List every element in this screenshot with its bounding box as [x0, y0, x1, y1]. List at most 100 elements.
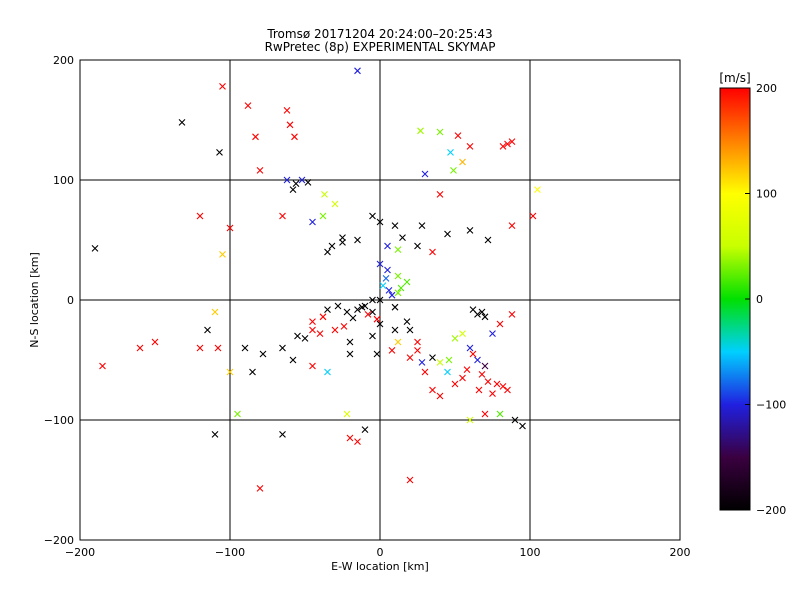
data-point-cross: [466, 344, 474, 352]
data-point-cross: [279, 212, 286, 220]
y-tick-label: 200: [53, 54, 74, 67]
data-point-cross: [219, 251, 226, 258]
data-point-cross: [451, 335, 459, 342]
data-point-cross: [444, 230, 451, 238]
data-point-cross: [340, 323, 348, 330]
data-point-cross: [508, 311, 516, 318]
data-point-cross: [364, 311, 372, 318]
data-point-cross: [504, 140, 511, 148]
data-point-cross: [451, 380, 459, 388]
data-point-cross: [369, 296, 376, 304]
data-point-cross: [289, 186, 297, 193]
data-point-cross: [469, 306, 477, 313]
data-point-cross: [324, 248, 331, 256]
data-point-cross: [475, 386, 483, 394]
data-point-cross: [499, 143, 507, 150]
data-point-cross: [493, 380, 501, 388]
x-tick-label: 100: [520, 546, 541, 559]
y-tick-label: 0: [67, 294, 74, 307]
data-point-cross: [343, 308, 351, 316]
data-point-cross: [459, 330, 466, 337]
data-point-cross: [91, 245, 99, 252]
data-point-cross: [403, 318, 411, 325]
data-point-cross: [309, 318, 316, 325]
data-point-cross: [504, 386, 511, 394]
y-tick-label: −100: [44, 414, 74, 427]
data-point-cross: [346, 350, 354, 358]
data-point-cross: [226, 368, 234, 376]
data-point-cross: [418, 222, 426, 229]
data-point-cross: [508, 138, 516, 145]
data-point-cross: [226, 224, 234, 232]
data-point-cross: [319, 313, 327, 321]
data-point-cross: [331, 200, 339, 208]
data-point-cross: [178, 119, 186, 126]
data-point-cross: [414, 347, 421, 354]
data-point-cross: [414, 242, 421, 250]
data-point-cross: [444, 368, 451, 376]
data-point-cross: [406, 326, 414, 334]
data-point-cross: [249, 368, 256, 376]
data-point-cross: [481, 410, 489, 418]
data-point-cross: [436, 392, 444, 400]
data-point-cross: [328, 242, 336, 250]
data-point-cross: [394, 246, 402, 253]
data-point-cross: [529, 212, 537, 220]
data-point-cross: [136, 344, 144, 352]
data-point-cross: [519, 422, 526, 430]
data-point-cross: [358, 303, 366, 311]
data-point-cross: [394, 272, 402, 280]
data-point-cross: [376, 260, 384, 268]
data-point-cross: [385, 287, 393, 294]
chart-title: Tromsø 20171204 20:24:00–20:25:43: [266, 27, 492, 41]
data-point-cross: [394, 289, 402, 297]
data-point-cross: [291, 133, 298, 141]
data-point-cross: [478, 308, 486, 316]
y-axis-ticks: −200 −100 0 100 200: [44, 54, 74, 547]
data-point-cross: [382, 275, 390, 282]
data-point-cross: [388, 347, 396, 354]
data-point-cross: [429, 248, 436, 256]
data-point-cross: [256, 167, 264, 174]
data-point-cross: [339, 234, 346, 241]
data-point-cross: [466, 143, 474, 150]
data-point-cross: [481, 362, 489, 370]
data-point-cross: [399, 234, 406, 241]
data-point-cross: [346, 338, 354, 346]
x-tick-label: −200: [65, 546, 95, 559]
colorbar-tick-label: 100: [756, 188, 777, 201]
data-point-cross: [334, 302, 342, 310]
data-point-cross: [211, 431, 219, 438]
data-point-cross: [319, 212, 327, 220]
x-axis-label: E-W location [km]: [331, 560, 429, 573]
data-point-cross: [508, 222, 516, 229]
data-point-cross: [429, 354, 436, 361]
data-point-cross: [484, 378, 492, 385]
data-point-cross: [421, 368, 429, 376]
colorbar-tick-label: −100: [756, 399, 786, 412]
data-point-cross: [376, 320, 384, 328]
colorbar-label: [m/s]: [719, 71, 750, 85]
y-tick-label: −200: [44, 534, 74, 547]
data-point-cross: [463, 366, 471, 373]
data-point-cross: [447, 149, 454, 156]
data-point-cross: [339, 239, 346, 246]
data-point-cross: [429, 386, 436, 394]
data-point-cross: [252, 133, 259, 141]
data-point-cross: [309, 326, 316, 334]
data-point-cross: [436, 359, 444, 366]
data-point-cross: [283, 107, 291, 114]
data-point-cross: [534, 186, 541, 193]
data-point-cross: [459, 158, 466, 166]
data-point-cross: [499, 383, 507, 390]
data-point-cross: [376, 296, 384, 304]
data-point-cross: [346, 434, 354, 442]
data-point-cross: [391, 222, 399, 229]
data-point-cross: [241, 344, 249, 352]
data-point-cross: [354, 306, 361, 313]
colorbar-tick-label: 200: [756, 82, 777, 95]
data-point-cross: [354, 67, 361, 75]
data-point-cross: [196, 212, 204, 220]
data-point-cross: [406, 476, 414, 484]
